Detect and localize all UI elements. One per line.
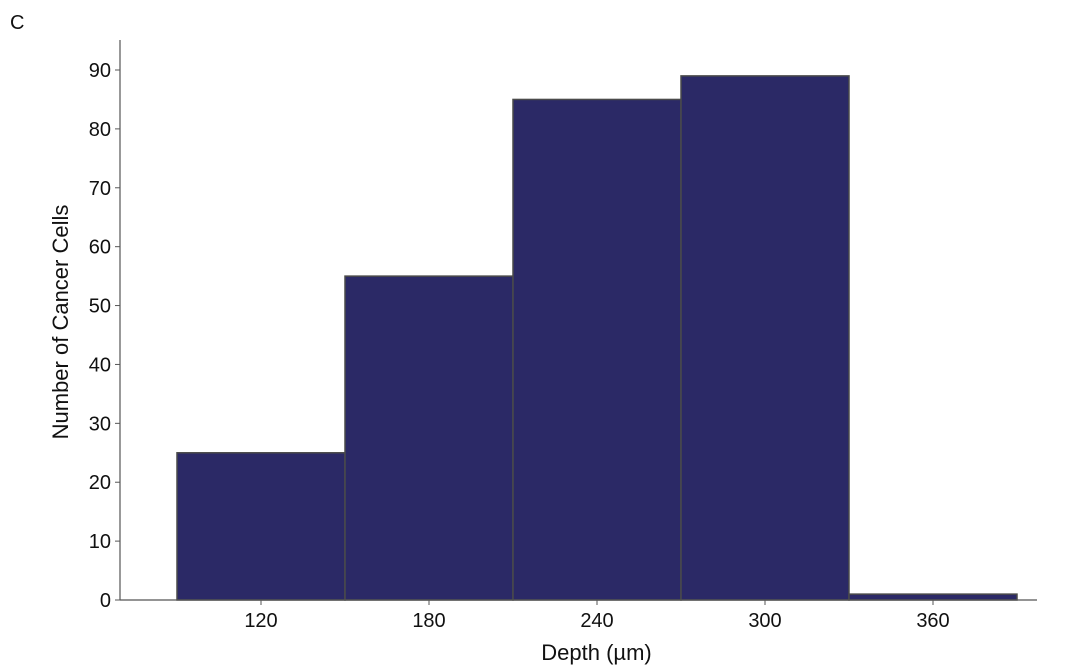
y-tick-label: 50	[89, 296, 111, 318]
bar-300	[680, 75, 850, 601]
y-axis-title: Number of Cancer Cells	[48, 205, 73, 440]
x-tick-label: 120	[244, 610, 277, 632]
panel-label: C	[10, 12, 24, 34]
y-axis-ticks: 0 10 20 30 40 50 60 70 80 90	[89, 60, 120, 612]
x-axis-ticks: 120 180 240 300 360	[244, 600, 950, 632]
x-tick-label: 180	[412, 610, 445, 632]
x-axis-title: Depth (µm)	[541, 640, 651, 665]
y-tick-label: 80	[89, 119, 111, 141]
x-tick-label: 300	[748, 610, 781, 632]
y-tick-label: 10	[89, 531, 111, 553]
x-tick-label: 360	[916, 610, 949, 632]
y-tick-label: 60	[89, 237, 111, 259]
y-tick-label: 70	[89, 178, 111, 200]
y-tick-label: 0	[100, 590, 111, 612]
y-tick-label: 90	[89, 60, 111, 82]
y-tick-label: 20	[89, 472, 111, 494]
x-tick-label: 240	[580, 610, 613, 632]
bar-180	[344, 275, 514, 601]
bar-series	[176, 75, 1018, 601]
y-tick-label: 40	[89, 354, 111, 376]
bar-240	[512, 98, 682, 601]
bar-120	[176, 452, 346, 601]
y-tick-label: 30	[89, 413, 111, 435]
bar-360	[848, 593, 1018, 601]
